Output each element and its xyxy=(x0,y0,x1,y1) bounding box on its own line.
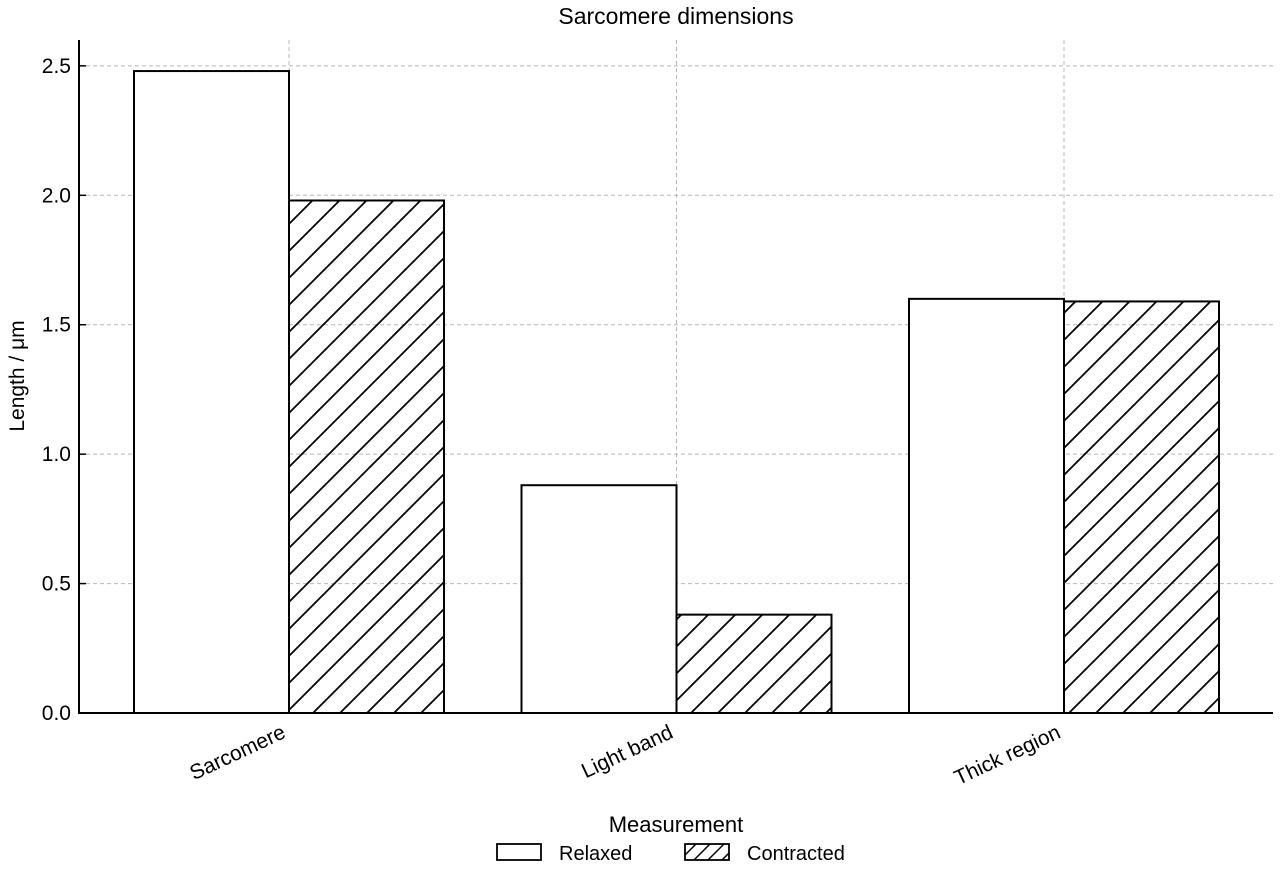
chart-title: Sarcomere dimensions xyxy=(558,3,793,29)
x-tick-label: Light band xyxy=(578,721,677,783)
bar-contracted-light-band xyxy=(675,613,833,715)
y-tick-label: 2.5 xyxy=(42,55,71,78)
y-axis-label: Length / μm xyxy=(6,320,29,431)
x-tick-label: Thick region xyxy=(951,721,1064,790)
axes xyxy=(78,40,1273,714)
bar-contracted-sarcomere xyxy=(288,199,445,714)
bar-relaxed-light-band xyxy=(520,484,678,715)
y-ticks: 0.0 0.5 1.0 1.5 2.0 2.5 xyxy=(42,55,86,725)
y-tick-label: 0.0 xyxy=(42,702,71,725)
legend: Measurement Relaxed Contracted xyxy=(496,812,845,865)
y-tick-label: 0.5 xyxy=(42,573,71,596)
bar-contracted-thick-region xyxy=(1063,300,1220,714)
legend-swatch-relaxed xyxy=(496,843,542,861)
legend-swatch-contracted xyxy=(684,843,730,861)
bar-relaxed-sarcomere xyxy=(133,70,290,715)
x-ticks: Sarcomere Light band Thick region xyxy=(186,706,1065,790)
y-tick-label: 1.0 xyxy=(42,443,71,466)
x-tick-label: Sarcomere xyxy=(186,721,289,785)
bar-relaxed-thick-region xyxy=(908,297,1065,714)
bars-group xyxy=(133,70,1220,715)
legend-label-contracted: Contracted xyxy=(747,843,845,865)
legend-label-relaxed: Relaxed xyxy=(559,843,632,865)
y-tick-label: 2.0 xyxy=(42,184,71,207)
y-tick-label: 1.5 xyxy=(42,314,71,337)
legend-title: Measurement xyxy=(609,812,744,837)
